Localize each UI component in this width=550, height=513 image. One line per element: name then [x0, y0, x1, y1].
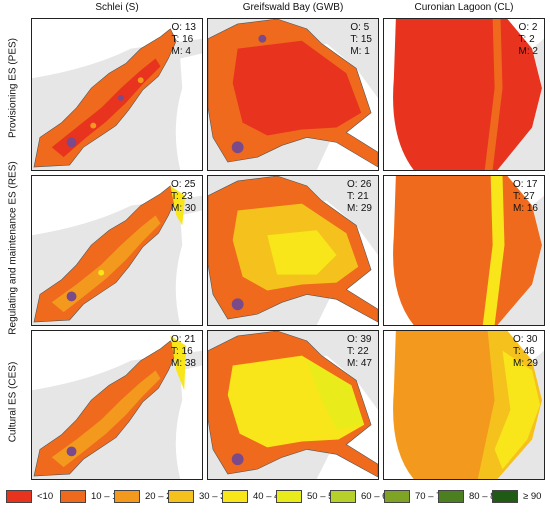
column-title-greifswald-bay: Greifswald Bay (GWB) — [242, 2, 344, 13]
map-panel-greifswald-pes: O: 5 T: 15 M: 1 — [207, 18, 379, 171]
row-title-cultural: Cultural ES (CES) — [7, 361, 19, 443]
stats-greifswald-ces: O: 39 T: 22 M: 47 — [346, 334, 372, 369]
legend-swatch — [330, 489, 356, 503]
stats-greifswald-res: O: 26 T: 21 M: 29 — [346, 179, 372, 214]
legend-label: 80 – 89 — [469, 490, 501, 502]
legend-swatch — [6, 489, 32, 503]
legend-label: ≥ 90 — [523, 490, 542, 502]
legend-item: 60 – 69 — [330, 488, 393, 504]
legend-swatch — [276, 489, 302, 503]
legend-item: 50 – 59 — [276, 488, 339, 504]
legend-item: ≥ 90 — [492, 488, 541, 504]
legend-label: 70 – 79 — [415, 490, 447, 502]
legend-label: 30 – 39 — [199, 490, 231, 502]
map-panel-schlei-res: O: 25 T: 23 M: 30 — [31, 175, 203, 326]
legend-label: 50 – 59 — [307, 490, 339, 502]
map-panel-schlei-ces: O: 21 T: 16 M: 38 — [31, 330, 203, 480]
legend-item: 80 – 89 — [438, 488, 501, 504]
stats-curonian-ces: O: 30 T: 46 M: 29 — [512, 334, 538, 369]
row-title-provisioning: Provisioning ES (PES) — [7, 37, 19, 139]
map-panel-curonian-pes: O: 2 T: 2 M: 2 — [383, 18, 545, 171]
legend-label: 40 – 49 — [253, 490, 285, 502]
map-legend: <10 10 – 19 20 – 29 30 – 39 40 – 49 50 – 59 60… — [6, 488, 546, 508]
legend-swatch — [384, 489, 410, 503]
legend-item: 10 – 19 — [60, 488, 123, 504]
legend-item: 30 – 39 — [168, 488, 231, 504]
legend-item: 20 – 29 — [114, 488, 177, 504]
stats-schlei-ces: O: 21 T: 16 M: 38 — [170, 334, 196, 369]
legend-label: 60 – 69 — [361, 490, 393, 502]
stats-curonian-pes: O: 2 T: 2 M: 2 — [518, 22, 538, 57]
row-title-regulating: Regulating and maintenance ES (RES) — [7, 161, 19, 335]
legend-item: <10 — [6, 488, 53, 504]
map-panel-curonian-ces: O: 30 T: 46 M: 29 — [383, 330, 545, 480]
stats-curonian-res: O: 17 T: 27 M: 16 — [512, 179, 538, 214]
stats-greifswald-pes: O: 5 T: 15 M: 1 — [350, 22, 372, 57]
map-panel-schlei-pes: O: 13 T: 16 M: 4 — [31, 18, 203, 171]
legend-swatch — [222, 489, 248, 503]
legend-label: 20 – 29 — [145, 490, 177, 502]
legend-swatch — [492, 489, 518, 503]
legend-swatch — [438, 489, 464, 503]
map-panel-greifswald-res: O: 26 T: 21 M: 29 — [207, 175, 379, 326]
map-panel-curonian-res: O: 17 T: 27 M: 16 — [383, 175, 545, 326]
legend-item: 40 – 49 — [222, 488, 285, 504]
stats-schlei-pes: O: 13 T: 16 M: 4 — [171, 22, 196, 57]
legend-swatch — [60, 489, 86, 503]
legend-item: 70 – 79 — [384, 488, 447, 504]
legend-label: <10 — [37, 490, 54, 502]
stats-schlei-res: O: 25 T: 23 M: 30 — [170, 179, 196, 214]
column-title-curonian-lagoon: Curonian Lagoon (CL) — [414, 2, 514, 13]
map-panel-greifswald-ces: O: 39 T: 22 M: 47 — [207, 330, 379, 480]
legend-swatch — [114, 489, 140, 503]
column-title-schlei: Schlei (S) — [95, 2, 139, 13]
legend-swatch — [168, 489, 194, 503]
legend-label: 10 – 19 — [91, 490, 123, 502]
